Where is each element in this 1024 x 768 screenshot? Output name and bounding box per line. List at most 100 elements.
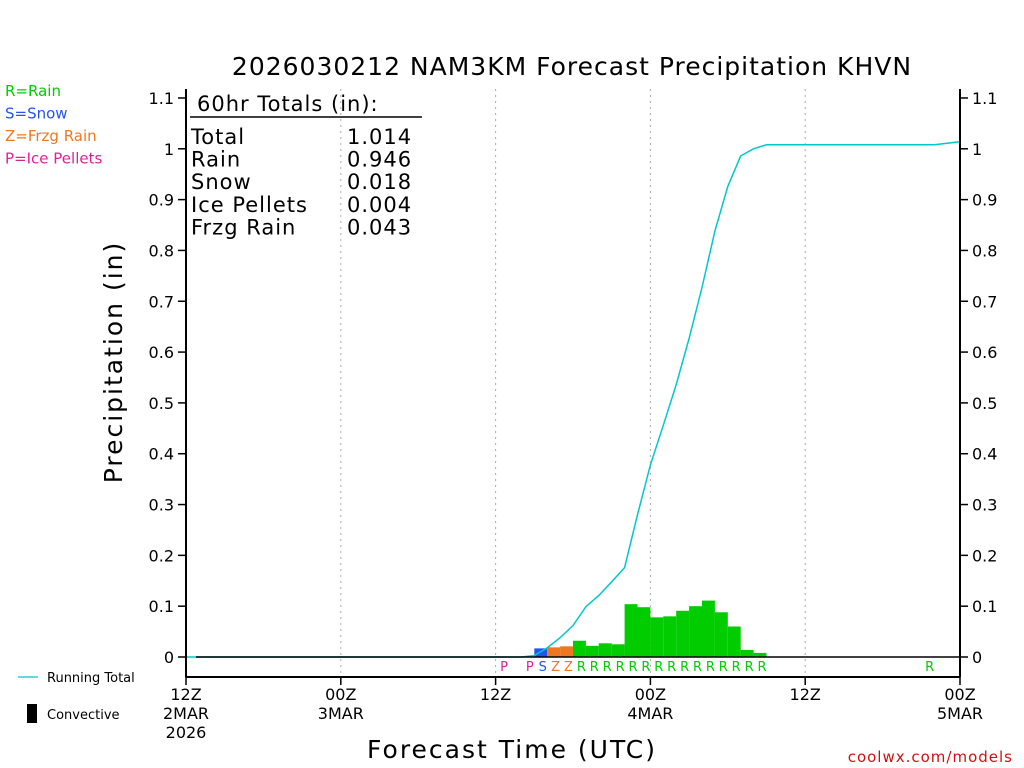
ptype-marker: R <box>732 660 741 675</box>
x-tick-label: 00Z <box>325 685 356 704</box>
y-tick-label-left: 0 <box>164 648 174 667</box>
y-tick-label-left: 0.1 <box>149 597 174 616</box>
ptype-marker: R <box>680 660 689 675</box>
y-tick-label-left: 0.5 <box>149 394 174 413</box>
ptype-marker: R <box>693 660 702 675</box>
totals-row-label: Snow <box>191 170 252 194</box>
precip-bar <box>714 612 728 657</box>
type-legend-entry: Z=Frzg Rain <box>5 127 97 145</box>
precip-bar <box>727 626 741 657</box>
x-tick-label: 5MAR <box>937 704 983 723</box>
ptype-marker: P <box>500 660 508 675</box>
chart-title: 2026030212 NAM3KM Forecast Precipitation… <box>232 52 912 81</box>
y-tick-label-left: 0.9 <box>149 191 174 210</box>
totals-row-value: 1.014 <box>347 125 412 149</box>
ptype-marker: S <box>539 660 547 675</box>
totals-row-label: Ice Pellets <box>191 193 308 217</box>
precip-bar <box>676 610 690 657</box>
type-legend-entry: P=Ice Pellets <box>5 150 102 168</box>
totals-header: 60hr Totals (in): <box>197 92 379 116</box>
x-axis-label: Forecast Time (UTC) <box>367 735 657 764</box>
precip-bar <box>702 600 715 657</box>
precip-bar <box>637 607 651 657</box>
y-tick-label-left: 0.6 <box>149 343 174 362</box>
y-tick-label-left: 0.4 <box>149 445 174 464</box>
ptype-marker: R <box>654 660 663 675</box>
precip-type-legend: R=Rain S=Snow Z=Frzg Rain P=Ice Pellets <box>5 82 102 168</box>
y-tick-label-left: 1.1 <box>149 89 174 108</box>
x-tick-label: 2MAR <box>163 704 209 723</box>
x-tick-label: 4MAR <box>627 704 673 723</box>
y-tick-label-right: 0.3 <box>972 496 997 515</box>
y-tick-label-left: 0.2 <box>149 546 174 565</box>
totals-row-label: Frzg Rain <box>191 215 296 239</box>
y-tick-labels: 0 0 0.1 0.1 0.2 0.2 0.3 0.3 0.4 0.4 0.5 0.5 0.6 0.6 0.… <box>149 89 998 667</box>
y-tick-label-right: 0.8 <box>972 241 997 260</box>
ptype-marker: R <box>757 660 766 675</box>
y-axis-label: Precipitation (in) <box>99 241 128 484</box>
hourly-bars <box>534 600 767 657</box>
running-total-line <box>186 140 961 658</box>
totals-row-value: 0.946 <box>347 148 412 172</box>
precip-bar <box>689 606 702 657</box>
y-tick-label-right: 0.5 <box>972 394 997 413</box>
x-tick-label: 12Z <box>480 685 511 704</box>
y-tick-label-left: 0.3 <box>149 496 174 515</box>
grid-lines <box>340 89 806 677</box>
y-tick-label-right: 1.1 <box>972 89 997 108</box>
precip-bar <box>650 617 664 657</box>
y-tick-label-right: 0.2 <box>972 546 997 565</box>
ptype-marker: R <box>590 660 599 675</box>
ptype-marker: R <box>925 660 934 675</box>
y-tick-label-right: 0.7 <box>972 292 997 311</box>
y-tick-label-right: 0.4 <box>972 445 997 464</box>
precip-bar <box>740 649 754 657</box>
totals-row-value: 0.018 <box>347 170 412 194</box>
precip-bar <box>573 640 586 657</box>
precip-bar <box>611 644 625 657</box>
axes <box>185 89 961 678</box>
type-legend-entry: R=Rain <box>5 82 61 100</box>
running-total-legend-label: Running Total <box>47 671 135 686</box>
precip-bar <box>753 652 767 657</box>
ptype-marker: R <box>641 660 650 675</box>
ptype-marker: R <box>628 660 637 675</box>
ptype-marker: R <box>745 660 754 675</box>
ptype-marker: R <box>706 660 715 675</box>
totals-row-value: 0.043 <box>347 215 412 239</box>
precip-bar <box>585 645 599 657</box>
totals-row-label: Total <box>190 125 245 149</box>
credit-text: coolwx.com/models <box>848 748 1013 766</box>
totals-row-label: Rain <box>191 148 241 172</box>
ptype-marker: Z <box>564 660 573 675</box>
precip-bar <box>663 616 677 657</box>
ptype-marker: R <box>577 660 586 675</box>
y-tick-label-left: 1 <box>164 140 174 159</box>
x-tick-label: 12Z <box>170 685 201 704</box>
precip-bar <box>560 646 573 657</box>
x-tick-label: 12Z <box>790 685 821 704</box>
y-tick-label-left: 0.8 <box>149 241 174 260</box>
bottom-legend: Running Total Convective <box>18 671 135 723</box>
x-tick-label: 00Z <box>944 685 975 704</box>
precip-bar <box>624 604 638 657</box>
ptype-marker: R <box>719 660 728 675</box>
totals-box: 60hr Totals (in): Total 1.014 Rain 0.946 Sno… <box>190 92 422 239</box>
precip-bar <box>598 643 612 657</box>
x-tick-label: 3MAR <box>318 704 364 723</box>
totals-row-value: 0.004 <box>347 193 412 217</box>
x-tick-label: 2026 <box>166 723 207 742</box>
y-tick-label-right: 0.9 <box>972 191 997 210</box>
ptype-marker: P <box>526 660 534 675</box>
running-total-line-group <box>186 140 961 658</box>
convective-legend-swatch <box>27 704 37 723</box>
y-tick-label-left: 0.7 <box>149 292 174 311</box>
ptype-marker: R <box>603 660 612 675</box>
y-tick-label-right: 1 <box>972 140 982 159</box>
y-tick-label-right: 0.6 <box>972 343 997 362</box>
ptype-marker: R <box>667 660 676 675</box>
y-tick-label-right: 0.1 <box>972 597 997 616</box>
